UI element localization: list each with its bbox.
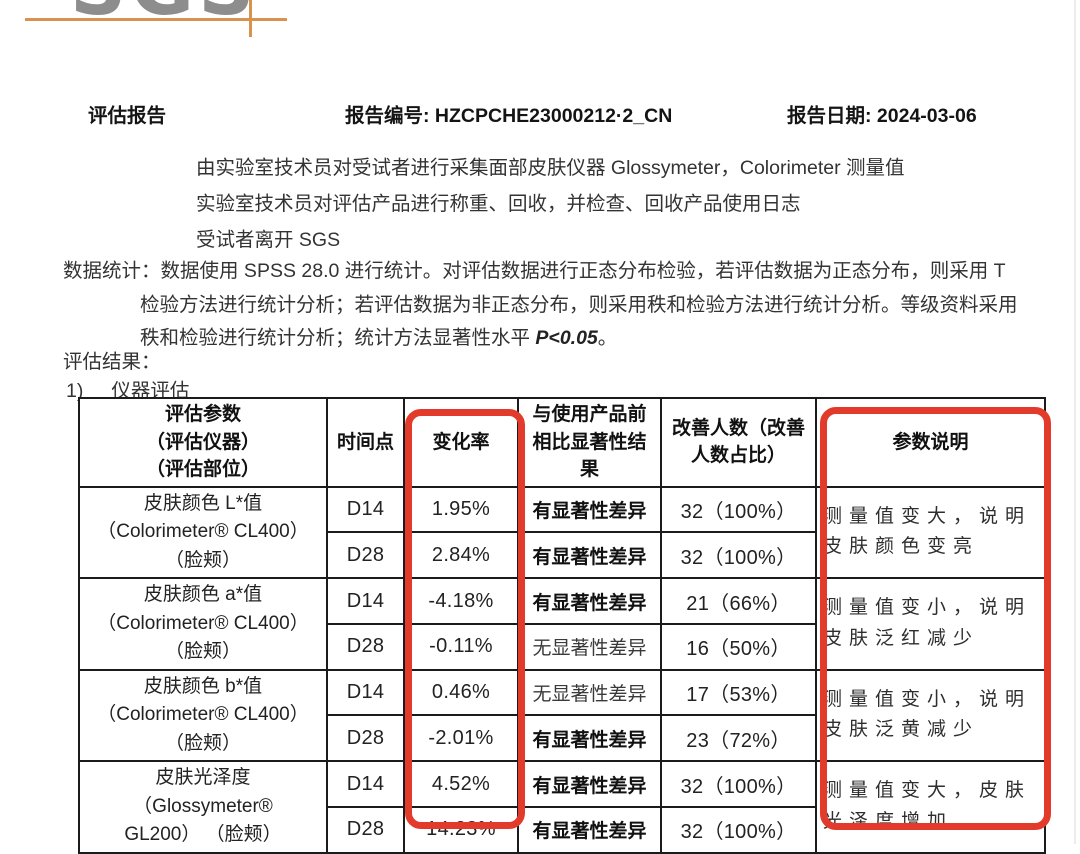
improved-cell: 21（66%） [660,577,817,625]
change-cell: 2.84% [403,531,519,580]
table-row: D28 -0.11% 无显著性差异 16（50%） [79,622,1045,671]
note-cell: 测量值变小，说明皮肤泛黄减少 [815,668,1046,763]
time-cell: D14 [326,485,405,534]
table-header-row: 评估参数 （评估仪器） （评估部位） 时间点 变化率 与使用产品前相比显著性结果… [78,397,1046,488]
statistics-period: 。 [597,327,618,349]
statistics-paragraph: 数据统计：数据使用 SPSS 28.0 进行统计。对评估数据进行正态分布检验，若… [63,255,1028,356]
note-cell: 测量值变小，说明皮肤泛红减少 [815,577,1046,671]
change-cell: -4.18% [403,577,519,625]
p-value: P<0.05 [535,327,598,349]
time-cell: D14 [326,760,405,808]
results-item-label: 仪器评估 [111,380,190,402]
report-title: 评估报告 [88,105,167,127]
change-cell: 4.52% [403,760,519,808]
improved-cell: 32（100%） [660,485,817,534]
improved-cell: 23（72%） [660,714,817,763]
header-timepoint: 时间点 [326,397,405,488]
results-heading: 评估结果： [63,351,161,373]
significance-cell: 有显著性差异 [517,531,662,580]
instrument-evaluation-table: 评估参数 （评估仪器） （评估部位） 时间点 变化率 与使用产品前相比显著性结果… [78,397,1046,854]
time-cell: D28 [326,622,405,671]
change-cell: -0.11% [403,622,519,671]
procedure-line: 受试者离开 SGS [196,229,341,251]
sgs-logo-text: SGS [70,0,254,15]
header-parameter-note: 参数说明 [815,397,1046,488]
note-cell: 测量值变大，说明皮肤颜色变亮 [815,485,1046,580]
table-row: D28 -2.01% 有显著性差异 23（72%） [79,714,1045,763]
note-cell: 测量值变大，皮肤光泽度增加 [815,760,1046,854]
table-row: 皮肤颜色 b*值 （Colorimeter® CL400） （脸颊） D14 0… [78,668,1046,763]
param-cell: 皮肤颜色 L*值 （Colorimeter® CL400） （脸颊） [78,485,328,580]
table-row: 皮肤颜色 L*值 （Colorimeter® CL400） （脸颊） D14 1… [78,485,1046,580]
change-cell: -2.01% [403,714,519,763]
significance-cell: 有显著性差异 [517,805,662,854]
change-cell: 1.95% [403,485,519,534]
param-cell: 皮肤颜色 a*值 （Colorimeter® CL400） （脸颊） [78,577,328,671]
logo-crosshair-horizontal [25,18,287,21]
significance-cell: 无显著性差异 [517,622,662,671]
time-cell: D28 [326,531,405,580]
procedure-line: 实验室技术员对评估产品进行称重、回收，并检查、回收产品使用日志 [196,193,801,215]
time-cell: D28 [326,714,405,763]
header-param: 评估参数 （评估仪器） （评估部位） [78,397,328,488]
significance-cell: 有显著性差异 [517,485,662,534]
table-row: 皮肤光泽度 （Glossymeter® GL200） （脸颊） D14 4.52… [78,760,1046,854]
table-row: 皮肤颜色 a*值 （Colorimeter® CL400） （脸颊） D14 -… [78,577,1046,671]
header-significance: 与使用产品前相比显著性结果 [517,397,662,488]
header-improved-count: 改善人数（改善人数占比） [660,397,817,488]
time-cell: D14 [326,577,405,625]
sgs-logo: SGS [64,0,254,15]
report-header: 评估报告 报告编号: HZCPCHE23000212·2_CN 报告日期: 20… [0,99,1080,127]
header-change-rate: 变化率 [403,397,519,488]
change-cell: 0.46% [403,668,519,717]
time-cell: D14 [326,668,405,717]
statistics-label: 数据统计： [63,260,161,282]
results-item-number: 1) [66,380,84,402]
table-row: D28 2.84% 有显著性差异 32（100%） [79,531,1045,580]
improved-cell: 32（100%） [660,760,817,808]
param-cell: 皮肤光泽度 （Glossymeter® GL200） （脸颊） [78,760,328,854]
improved-cell: 32（100%） [660,531,817,580]
procedure-line: 由实验室技术员对受试者进行采集面部皮肤仪器 Glossymeter，Colori… [196,157,905,179]
significance-cell: 有显著性差异 [517,714,662,763]
page-edge-line [1074,0,1076,844]
report-number: 报告编号: HZCPCHE23000212·2_CN [345,105,673,127]
statistics-text: 数据使用 SPSS 28.0 进行统计。对评估数据进行正态分布检验，若评估数据为… [140,260,1018,349]
param-cell: 皮肤颜色 b*值 （Colorimeter® CL400） （脸颊） [78,668,328,763]
change-cell: 14.23% [403,805,519,854]
time-cell: D28 [326,805,405,854]
improved-cell: 16（50%） [660,622,817,671]
significance-cell: 无显著性差异 [517,668,662,717]
improved-cell: 32（100%） [660,805,817,854]
improved-cell: 17（53%） [660,668,817,717]
results-item: 1) 仪器评估 [66,374,189,403]
procedure-paragraph: 由实验室技术员对受试者进行采集面部皮肤仪器 Glossymeter，Colori… [196,150,1036,258]
logo-crosshair-vertical [249,0,252,37]
significance-cell: 有显著性差异 [517,760,662,808]
significance-cell: 有显著性差异 [517,577,662,625]
report-date: 报告日期: 2024-03-06 [787,105,977,127]
